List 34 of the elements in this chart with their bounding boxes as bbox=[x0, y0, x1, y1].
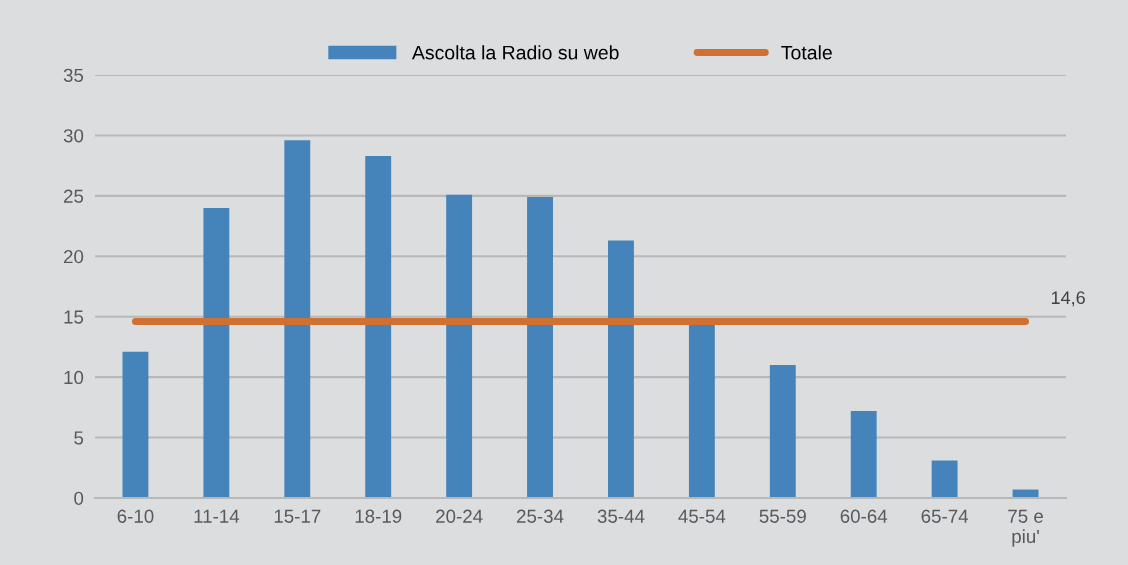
x-tick-label: 20-24 bbox=[436, 509, 483, 523]
legend-label: Ascolta la Radio su web bbox=[411, 45, 619, 60]
bar bbox=[608, 240, 634, 498]
bar bbox=[850, 410, 877, 498]
x-tick-label: 60-64 bbox=[840, 509, 888, 523]
x-tick-label: 25-34 bbox=[517, 509, 564, 523]
x-tick-label: 35-44 bbox=[597, 509, 645, 523]
data-label: 14,6 bbox=[1051, 291, 1085, 307]
y-tick-label: 25 bbox=[63, 189, 84, 203]
bar bbox=[365, 155, 392, 498]
y-tick-label: 0 bbox=[74, 491, 84, 505]
bar bbox=[931, 460, 958, 498]
x-tick-label: 11-14 bbox=[194, 509, 240, 523]
y-tick-label: 5 bbox=[74, 431, 84, 445]
y-tick-label: 35 bbox=[63, 68, 84, 82]
x-tick-label: 15-17 bbox=[274, 509, 321, 523]
x-tick-label: 6-10 bbox=[117, 509, 154, 523]
y-tick-label: 30 bbox=[63, 129, 84, 143]
y-tick-label: 20 bbox=[63, 249, 84, 264]
bar bbox=[527, 197, 553, 498]
legend-label: Totale bbox=[781, 45, 832, 60]
y-tick-label: 10 bbox=[64, 370, 84, 385]
x-tick-label: 18-19 bbox=[355, 509, 402, 523]
x-tick-label: 65-74 bbox=[921, 509, 969, 523]
x-tick-label: 75 e piu' bbox=[1008, 509, 1043, 547]
bar bbox=[769, 365, 796, 498]
x-tick-label: 45-54 bbox=[678, 509, 726, 523]
bar bbox=[446, 194, 473, 498]
bar bbox=[284, 140, 311, 498]
y-tick-label: 15 bbox=[64, 310, 84, 324]
x-tick-label: 55-59 bbox=[759, 509, 806, 523]
bar bbox=[688, 323, 715, 498]
bar bbox=[122, 351, 149, 498]
bar bbox=[203, 207, 230, 498]
